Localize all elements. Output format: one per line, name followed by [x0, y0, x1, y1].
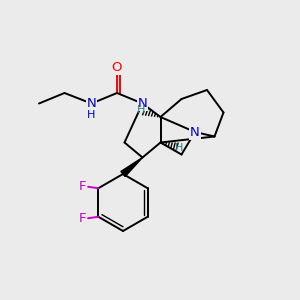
Text: O: O	[112, 61, 122, 74]
Text: H: H	[137, 105, 145, 116]
Text: N: N	[190, 125, 200, 139]
Text: F: F	[79, 212, 86, 225]
Polygon shape	[121, 158, 142, 176]
Text: H: H	[175, 143, 183, 153]
Text: N: N	[87, 97, 96, 110]
Text: F: F	[79, 180, 86, 193]
Text: N: N	[138, 97, 147, 110]
Text: H: H	[87, 110, 95, 120]
